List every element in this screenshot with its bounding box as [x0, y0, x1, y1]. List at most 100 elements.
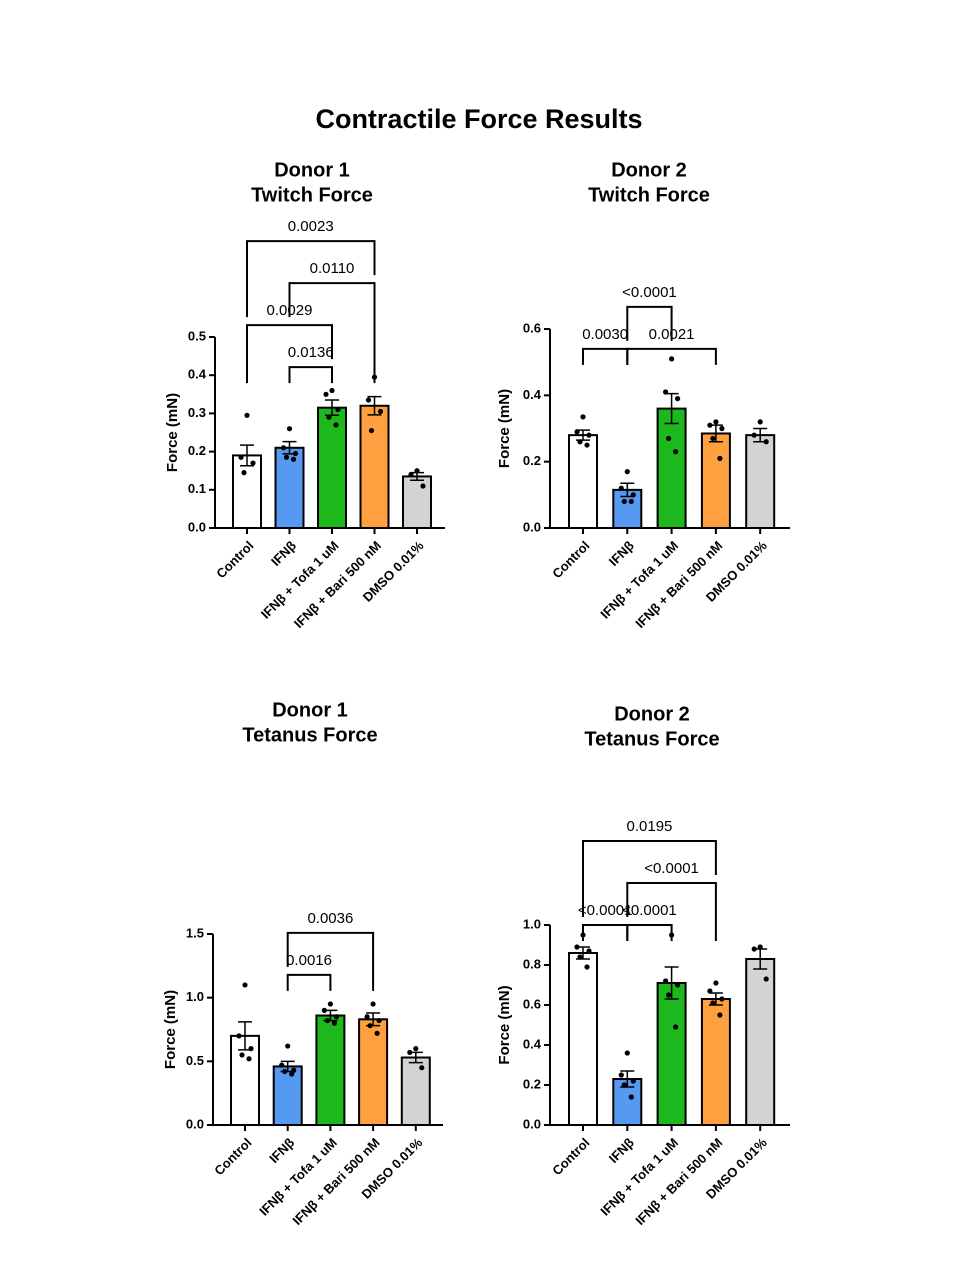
data-point [763, 439, 769, 445]
x-tick-label: IFNβ + Tofa 1 uM [597, 538, 681, 622]
bar [568, 952, 598, 1126]
bar [400, 1056, 431, 1126]
data-point [280, 445, 287, 451]
data-point [663, 978, 669, 984]
data-point [368, 427, 375, 434]
y-axis-label: Force (mN) [162, 990, 179, 1069]
p-value: <0.0001 [578, 902, 633, 919]
significance-bracket [626, 882, 717, 941]
data-point [408, 471, 414, 478]
data-point [376, 1017, 382, 1024]
data-point [574, 944, 580, 950]
p-value: <0.0001 [644, 860, 699, 877]
x-tick-label: Control [549, 538, 592, 581]
data-point [751, 946, 757, 952]
panel-title: Tetanus Force [584, 728, 719, 750]
bar [272, 1065, 303, 1126]
p-value: 0.0023 [288, 218, 334, 235]
data-point [618, 1072, 624, 1078]
y-tick-label: 0.6 [523, 320, 541, 335]
error-bar [620, 1070, 635, 1088]
x-tick-label: Control [213, 538, 256, 581]
bar [700, 998, 731, 1126]
x-tick-label: IFNβ [606, 1135, 637, 1166]
data-point [292, 450, 299, 457]
bar [358, 1018, 389, 1127]
significance-bracket [286, 973, 332, 991]
p-value: <0.0001 [622, 284, 677, 301]
y-tick-label: 0.0 [188, 519, 206, 534]
data-point [707, 422, 713, 428]
data-point [283, 454, 290, 460]
data-point [282, 1068, 288, 1075]
data-point [628, 498, 634, 505]
y-tick-label: 0.0 [186, 1116, 204, 1131]
data-point [364, 1014, 370, 1020]
y-tick-label: 0.2 [523, 1076, 541, 1091]
bar [359, 404, 390, 530]
data-point [333, 1014, 339, 1020]
y-tick-label: 1.0 [523, 916, 541, 931]
y-tick-label: 0.5 [186, 1053, 204, 1068]
data-point [420, 483, 426, 489]
data-point [250, 460, 256, 466]
data-point [577, 954, 583, 960]
data-point [584, 964, 590, 970]
bar [568, 434, 598, 529]
panel-title: Donor 1 [272, 699, 348, 721]
data-point [628, 1094, 634, 1100]
data-point [321, 1007, 327, 1014]
data-point [666, 992, 672, 998]
data-point [673, 1024, 679, 1030]
x-tick-label: IFNβ + Tofa 1 uM [256, 1135, 340, 1219]
p-value: 0.0195 [627, 818, 673, 835]
data-point [289, 1071, 295, 1077]
p-value: <0.0001 [622, 902, 677, 919]
data-point [323, 391, 329, 397]
y-tick-label: 0.2 [523, 453, 541, 468]
data-point [414, 468, 420, 474]
y-tick-label: 0.0 [523, 1116, 541, 1131]
data-point [236, 1033, 242, 1039]
p-value: 0.0016 [286, 952, 332, 969]
significance-bracket [246, 240, 376, 318]
y-tick-label: 0.1 [188, 481, 206, 496]
bar [315, 1014, 346, 1127]
data-point [291, 1067, 297, 1073]
panel-title: Twitch Force [588, 184, 710, 206]
significance-bracket [626, 924, 673, 941]
data-point [713, 419, 719, 425]
bar [745, 434, 776, 529]
data-point [630, 492, 636, 498]
error-bar [664, 966, 679, 1000]
y-tick-label: 0.4 [523, 1036, 542, 1051]
x-tick-label: Control [211, 1135, 254, 1178]
p-value: 0.0110 [310, 260, 355, 277]
data-point [290, 456, 297, 462]
data-point [327, 1001, 333, 1007]
data-point [285, 1043, 291, 1049]
data-point [577, 439, 583, 445]
data-point [675, 982, 681, 988]
y-axis-label: Force (mN) [496, 389, 513, 468]
data-point [242, 982, 248, 988]
data-point [413, 1046, 419, 1052]
p-value: 0.0136 [288, 344, 334, 361]
significance-bracket [582, 347, 629, 365]
y-tick-label: 1.0 [186, 989, 204, 1004]
bar [317, 406, 347, 530]
data-point [241, 470, 247, 476]
data-point [630, 1078, 636, 1084]
data-point [621, 1082, 627, 1088]
y-axis-label: Force (mN) [164, 393, 181, 472]
y-axis-label: Force (mN) [496, 985, 513, 1064]
y-tick-label: 0.4 [523, 387, 542, 402]
data-point [407, 1049, 413, 1056]
x-tick-label: IFNβ [266, 1135, 297, 1166]
y-tick-label: 0.8 [523, 956, 541, 971]
data-point [586, 948, 592, 954]
data-point [374, 1030, 380, 1036]
x-tick-label: IFNβ [268, 538, 299, 569]
data-point [279, 1062, 285, 1068]
